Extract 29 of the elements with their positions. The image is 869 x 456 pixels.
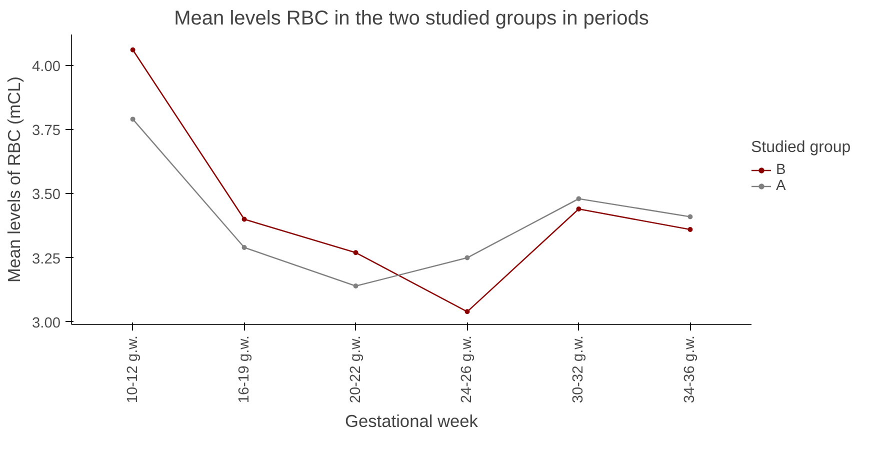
x-tick-label: 30-32 g.w. <box>570 335 587 404</box>
y-tick-label: 3.50 <box>32 187 61 204</box>
legend-label: B <box>776 162 787 178</box>
point <box>464 309 470 314</box>
y-tick-label: 3.25 <box>32 251 61 268</box>
point <box>464 255 470 260</box>
chart-title: Mean levels RBC in the two studied groups in periods <box>174 8 649 30</box>
point <box>130 116 136 122</box>
point <box>242 245 247 250</box>
point <box>353 284 358 288</box>
y-tick-label: 3.75 <box>32 122 61 139</box>
point <box>688 227 693 232</box>
point <box>576 196 582 202</box>
x-tick-label: 24-26 g.w. <box>459 335 476 404</box>
y-tick-label: 3.00 <box>32 315 61 332</box>
y-axis-title: Mean levels of RBC (mCL) <box>4 76 24 283</box>
y-tick-label: 4.00 <box>32 58 61 75</box>
point <box>353 250 358 256</box>
x-tick-label: 34-36 g.w. <box>682 335 698 404</box>
x-tick-label: 20-22 g.w. <box>348 335 364 404</box>
x-tick-label: 10-12 g.w. <box>124 335 141 404</box>
legend-label: A <box>776 178 787 194</box>
x-tick-label: 16-19 g.w. <box>236 335 252 404</box>
legend-title: Studied group <box>751 139 851 157</box>
point <box>242 216 247 222</box>
point <box>130 47 136 52</box>
point <box>576 206 582 212</box>
x-axis-title: Gestational week <box>345 411 478 432</box>
point <box>688 214 693 220</box>
